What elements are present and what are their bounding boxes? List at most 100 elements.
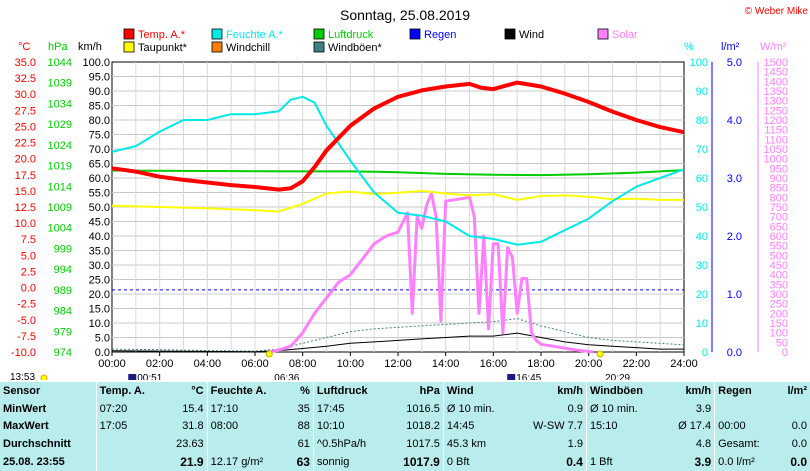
sunrise-label: 06:36 (274, 373, 299, 380)
series-line-windb-en- (111, 318, 685, 352)
kmh-tick-label: 60.0 (89, 173, 110, 185)
axis-unit-hpa: hPa (48, 41, 68, 53)
hpa-tick-label: 979 (54, 326, 72, 338)
legend-label: Windböen* (328, 42, 383, 54)
pct-tick-label: 100 (690, 57, 708, 69)
lm2-tick-label: 4.0 (727, 115, 742, 127)
kmh-tick-label: 45.0 (89, 217, 110, 229)
kmh-tick-label: 90.0 (89, 86, 110, 98)
wm2-tick-label: 1250 (764, 105, 788, 117)
legend-swatch (313, 28, 325, 40)
wm2-tick-label: 1500 (764, 57, 788, 69)
left-time-label: 13:53 (10, 372, 35, 380)
series-line-temp-a- (111, 80, 685, 192)
stats-cell: 23.63 (176, 438, 204, 451)
wm2-tick-label: 1400 (764, 76, 788, 88)
temp-tick-label: -5.0 (17, 315, 36, 327)
kmh-tick-label: 55.0 (89, 188, 110, 200)
wm2-tick-label: 650 (770, 221, 788, 233)
series-line-taupunkt- (111, 189, 684, 213)
wm2-tick-label: 1050 (764, 144, 788, 156)
stats-cell: 00:00 (714, 417, 777, 436)
hpa-tick-label: 1029 (48, 119, 72, 131)
series-line-feuchte-a- (111, 95, 685, 246)
hpa-tick-label: 1024 (48, 140, 72, 152)
stats-cell: ^0.5hPa/h (312, 435, 388, 454)
legend-label: Wind (519, 29, 544, 41)
lm2-tick-label: 2.0 (727, 231, 742, 243)
wm2-tick-label: 150 (770, 318, 788, 330)
stats-cell: 45.3 km (442, 435, 514, 454)
stats-cell: 17:45 (312, 399, 388, 418)
legend-swatch (597, 28, 609, 40)
stats-cell: 0.9 (567, 402, 583, 415)
stats-cell: 10:10 (312, 417, 388, 436)
kmh-tick-label: 35.0 (89, 246, 110, 258)
stats-cell: 0 Bft (442, 453, 514, 471)
legend-swatch (504, 28, 516, 40)
legend-label: Regen (424, 29, 456, 41)
sunset-label: 20:29 (605, 373, 630, 380)
stats-cell (95, 435, 164, 454)
temp-tick-label: 10.0 (15, 218, 36, 230)
temp-tick-label: 25.0 (15, 121, 36, 133)
wm2-tick-label: 600 (770, 231, 788, 243)
temp-tick-label: -2.5 (17, 299, 36, 311)
stats-header: hPa (419, 384, 440, 397)
legend-swatch (211, 41, 223, 53)
stats-row-label: MinWert (3, 402, 47, 415)
wm2-tick-label: 1350 (764, 86, 788, 98)
hpa-tick-label: 1014 (48, 181, 72, 193)
lm2-tick-label: 5.0 (727, 57, 742, 69)
wm2-tick-label: 350 (770, 279, 788, 291)
wm2-tick-label: 250 (770, 299, 788, 311)
temp-tick-label: 32.5 (15, 73, 36, 85)
stats-cell: 3.9 (694, 455, 712, 470)
x-tick-label: 02:00 (146, 358, 174, 370)
wm2-tick-label: 850 (770, 183, 788, 195)
wm2-tick-label: 1000 (764, 154, 788, 166)
legend-swatch (123, 28, 135, 40)
series-line-solar (269, 192, 594, 354)
hpa-tick-label: 1009 (48, 202, 72, 214)
stats-row-label: Durchschnitt (3, 438, 71, 451)
temp-tick-label: 27.5 (15, 105, 36, 117)
x-tick-label: 22:00 (623, 358, 651, 370)
stats-cell: 12.17 g/m² (206, 453, 288, 471)
stats-cell: 0.0 (790, 455, 807, 470)
lm2-tick-label: 1.0 (727, 289, 742, 301)
stats-cell: 14:45 (442, 417, 514, 436)
stats-header: km/h (557, 384, 583, 397)
pct-tick-label: 30 (696, 260, 708, 272)
stats-cell: 88 (297, 420, 310, 433)
stats-row-min: MinWert 07:20 15.4 17:10 35 17:45 1016.5… (0, 399, 810, 418)
legend-swatch (123, 41, 135, 53)
pct-tick-label: 60 (696, 173, 708, 185)
hpa-tick-label: 1044 (48, 57, 72, 69)
stats-cell: sonnig (312, 453, 388, 471)
wm2-tick-label: 1300 (764, 96, 788, 108)
wm2-tick-label: 1150 (764, 125, 788, 137)
series-line-wind (111, 332, 684, 353)
stats-header: Temp. A. (95, 382, 164, 400)
stats-cell (777, 400, 810, 418)
moon-icon (507, 374, 516, 380)
temp-tick-label: 12.5 (15, 202, 36, 214)
moonrise-label: 00:51 (137, 373, 162, 380)
axis-unit-wm2: W/m² (760, 41, 787, 53)
kmh-tick-label: 25.0 (89, 275, 110, 287)
wm2-tick-label: 500 (770, 250, 788, 262)
temp-tick-label: 7.5 (21, 234, 36, 246)
x-tick-label: 18:00 (527, 358, 555, 370)
stats-header: Windböen (585, 382, 664, 400)
wm2-tick-label: 1450 (764, 67, 788, 79)
wm2-tick-label: 200 (770, 308, 788, 320)
legend-swatch (211, 28, 223, 40)
pct-tick-label: 10 (696, 318, 708, 330)
temp-tick-label: 30.0 (15, 89, 36, 101)
temp-tick-label: 15.0 (15, 186, 36, 198)
temp-tick-label: 5.0 (21, 250, 36, 262)
stats-row-label: 25.08. 23:55 (3, 456, 65, 469)
stats-header: l/m² (787, 384, 807, 397)
temp-tick-label: 22.5 (15, 138, 36, 150)
